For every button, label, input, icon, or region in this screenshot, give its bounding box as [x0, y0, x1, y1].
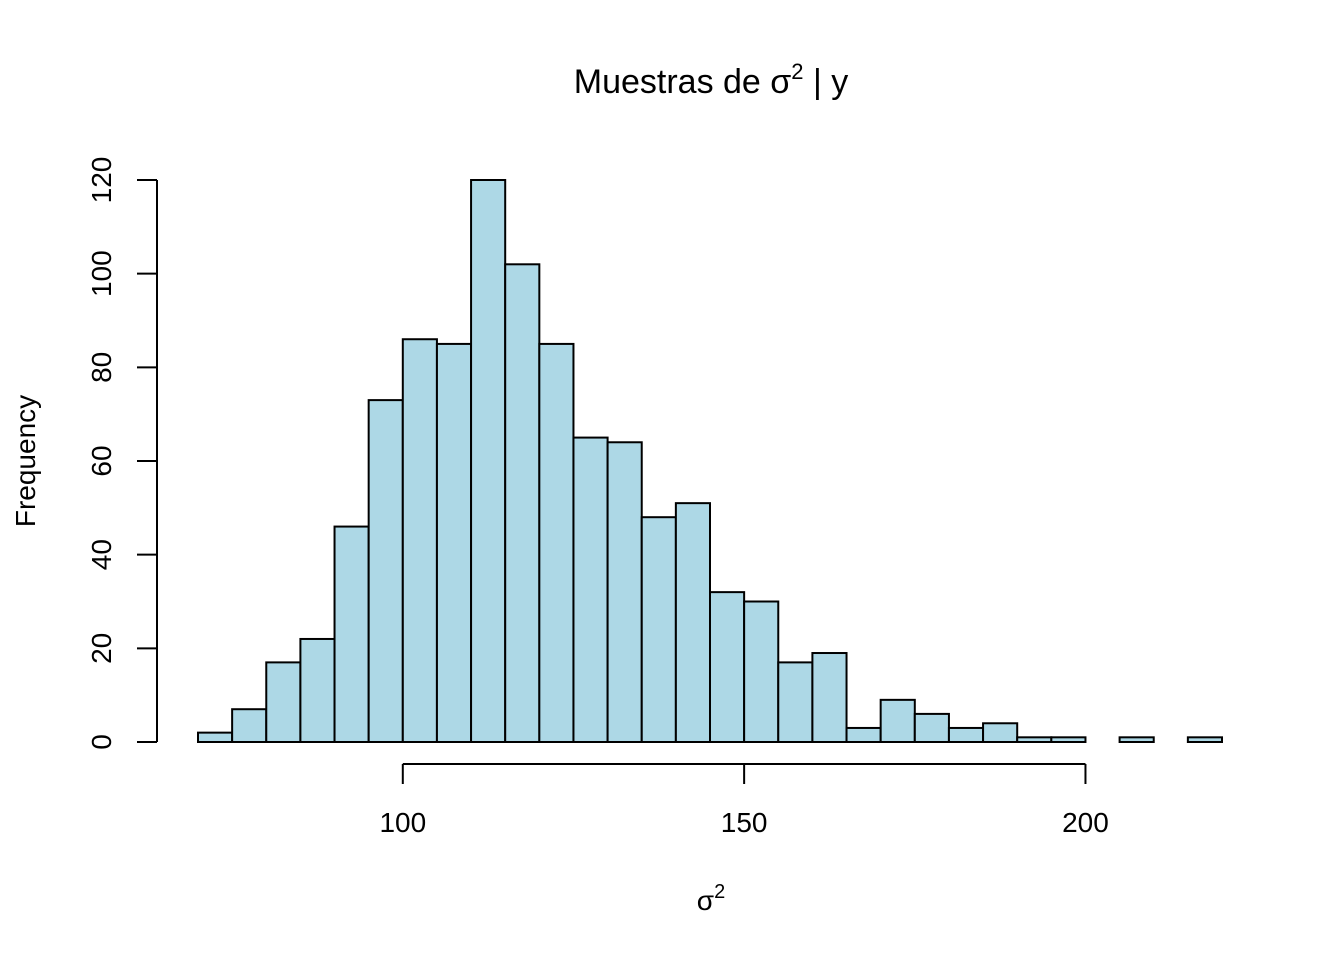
histogram-bar-160-165 — [811, 652, 848, 743]
y-tick-label: 0 — [86, 734, 117, 750]
histogram-bar-215-220 — [1186, 736, 1224, 743]
histogram-bar-185-190 — [982, 722, 1019, 743]
chart-title: Muestras de σ2 | y — [574, 59, 849, 101]
histogram-bar-125-130 — [572, 436, 609, 743]
histogram-bar-205-210 — [1118, 736, 1155, 743]
histogram-bar-190-195 — [1016, 736, 1053, 743]
y-tick-label: 120 — [86, 157, 117, 204]
histogram-bar-175-180 — [913, 712, 950, 744]
y-tick-label: 20 — [86, 633, 117, 664]
histogram-bar-140-145 — [674, 502, 711, 743]
histogram-bar-115-120 — [504, 263, 541, 743]
histogram-bar-90-95 — [333, 525, 370, 743]
histogram-bar-100-105 — [401, 338, 438, 743]
x-axis-label: σ2 — [697, 881, 725, 916]
histogram-bar-150-155 — [743, 600, 780, 743]
histogram-bar-105-110 — [435, 342, 473, 743]
histogram-bar-120-125 — [538, 342, 575, 743]
histogram-bar-165-170 — [845, 726, 882, 744]
histogram-bar-95-100 — [367, 399, 404, 743]
histogram-bar-155-160 — [777, 661, 814, 744]
histogram-bar-75-80 — [231, 708, 268, 744]
histogram-bar-70-75 — [197, 731, 234, 744]
x-tick-label: 200 — [1062, 807, 1109, 838]
y-tick-label: 100 — [86, 250, 117, 297]
y-axis-label: Frequency — [10, 395, 41, 527]
histogram-bar-85-90 — [299, 637, 336, 744]
histogram-bar-80-85 — [265, 661, 302, 744]
histogram-bar-145-150 — [709, 591, 746, 744]
x-tick-label: 150 — [721, 807, 768, 838]
histogram-bar-135-140 — [640, 516, 677, 744]
histogram-bar-195-200 — [1050, 736, 1087, 743]
histogram-bar-110-115 — [470, 179, 507, 743]
histogram-bars — [197, 179, 1224, 744]
x-tick-label: 100 — [379, 807, 426, 838]
histogram-bar-180-185 — [947, 726, 985, 744]
y-tick-label: 40 — [86, 539, 117, 570]
x-axis: 100 150 200 — [379, 763, 1109, 838]
y-tick-label: 80 — [86, 352, 117, 383]
y-tick-label: 60 — [86, 445, 117, 476]
y-axis: 0 20 40 60 80 100 120 — [86, 157, 158, 750]
histogram-bar-170-175 — [879, 698, 916, 743]
histogram-bar-130-135 — [606, 441, 643, 743]
